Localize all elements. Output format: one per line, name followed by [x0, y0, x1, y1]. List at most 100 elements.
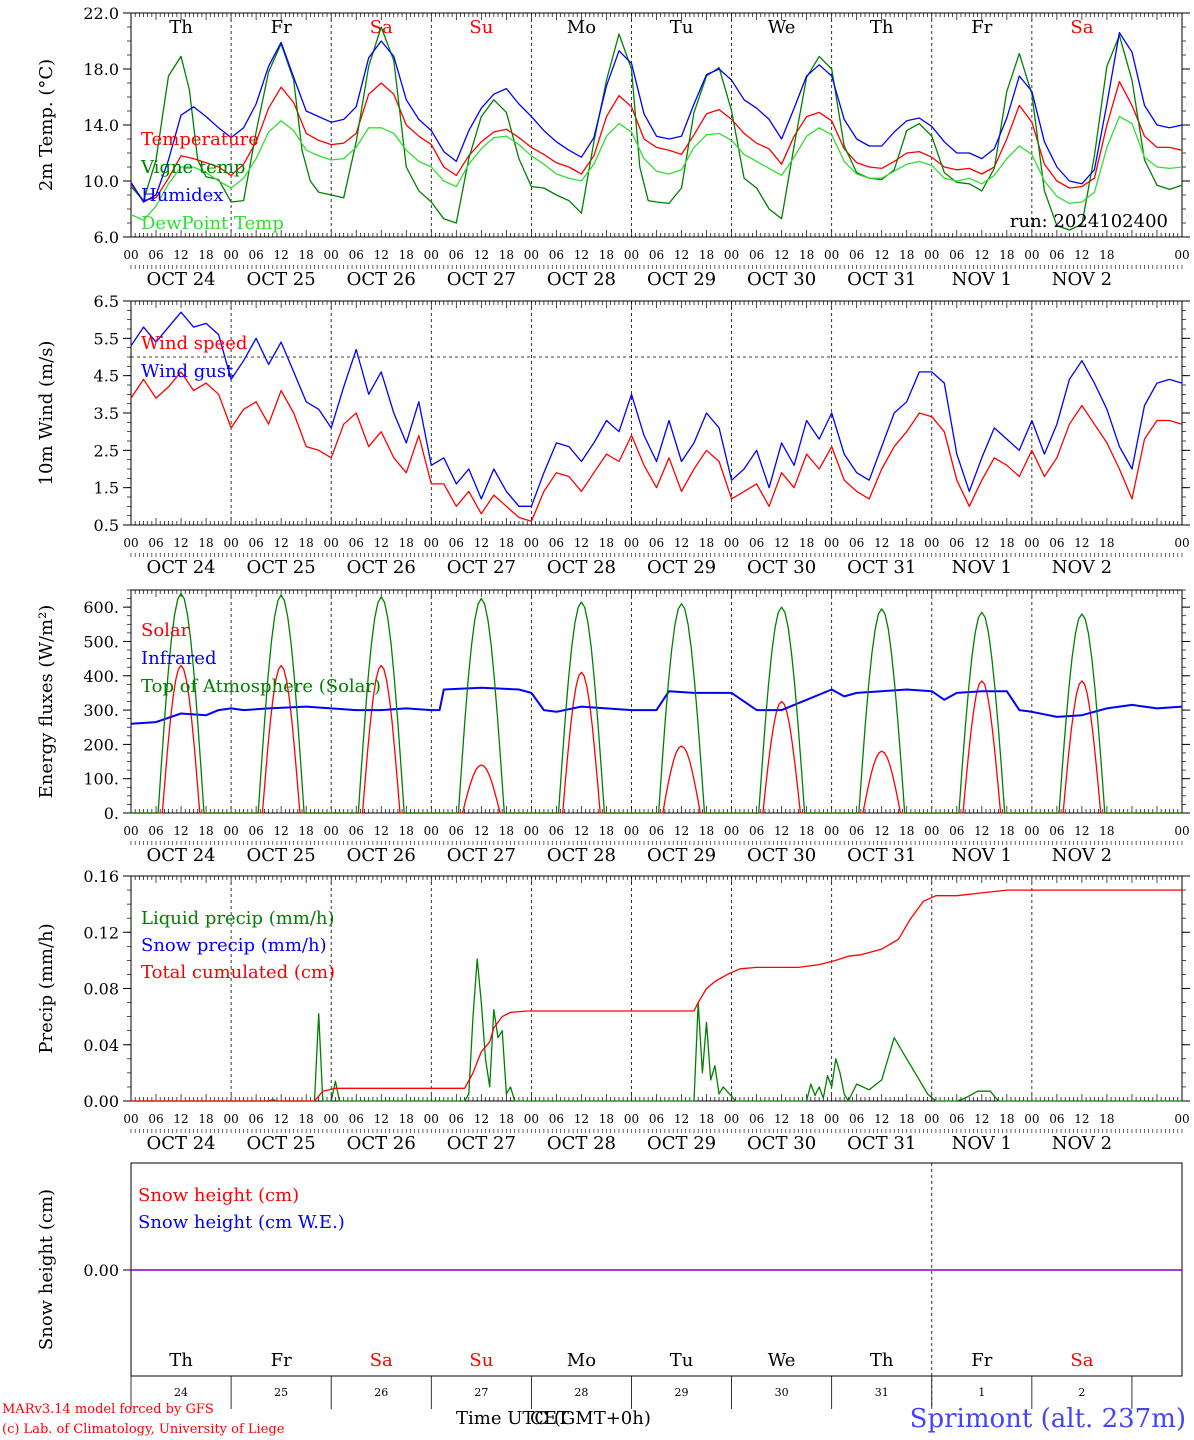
hour-tick-label: 00 — [624, 536, 639, 550]
hour-tick-label: 06 — [349, 1112, 364, 1126]
hour-tick-label: 06 — [849, 536, 864, 550]
date-tick-label: NOV 2 — [1052, 845, 1112, 866]
legend-entry: Wind gust — [141, 361, 234, 382]
hour-tick-label: 00 — [624, 1112, 639, 1126]
hour-tick-label: 00 — [524, 824, 539, 838]
hour-tick-label: 00 — [724, 1112, 739, 1126]
hour-tick-label: 18 — [599, 536, 614, 550]
legend-entry: Snow precip (mm/h) — [141, 935, 327, 956]
y-tick-label: 4.5 — [94, 367, 119, 386]
day-number-label: 24 — [174, 1386, 188, 1399]
date-tick-label: OCT 27 — [447, 557, 516, 578]
hour-tick-label: 18 — [1099, 1112, 1114, 1126]
date-tick-label: OCT 24 — [146, 269, 215, 290]
hour-tick-label: 00 — [924, 248, 939, 262]
hour-tick-label: 06 — [749, 1112, 764, 1126]
date-tick-label: OCT 28 — [547, 269, 616, 290]
day-number-label: 27 — [474, 1386, 488, 1399]
y-tick-label: 6.0 — [94, 228, 119, 247]
day-number-label: 29 — [675, 1386, 689, 1399]
hour-tick-label: 12 — [1074, 824, 1089, 838]
hour-tick-label: 06 — [1049, 248, 1064, 262]
hour-tick-label: 12 — [1074, 536, 1089, 550]
hour-tick-label: 18 — [399, 536, 414, 550]
hour-tick-label: 06 — [549, 1112, 564, 1126]
hour-tick-label: 00 — [324, 824, 339, 838]
hour-tick-label: 18 — [1099, 536, 1114, 550]
panel-5: Th 24 Fr 25 Sa 26 Su 27 Mo 28 Tu 29 We 30 Th 31 Fr 1 Sa 2 0.… — [36, 1162, 1183, 1409]
legend-entry: Vigne temp — [140, 157, 245, 178]
hour-tick-label: 06 — [148, 248, 163, 262]
weekday-label: Fr — [971, 1350, 992, 1371]
hour-tick-label: 12 — [274, 1112, 289, 1126]
hour-tick-label: 06 — [248, 824, 263, 838]
hour-tick-label: 06 — [549, 248, 564, 262]
date-tick-label: OCT 26 — [347, 557, 416, 578]
footer-model-line: MARv3.14 model forced by GFS — [2, 1402, 214, 1417]
hour-tick-label: 18 — [499, 536, 514, 550]
hour-tick-label: 00 — [924, 824, 939, 838]
hour-tick-label: 00 — [624, 248, 639, 262]
weekday-label: Th — [870, 1350, 894, 1371]
y-tick-label: 0.00 — [83, 1092, 119, 1111]
y-tick-label: 0.5 — [94, 516, 119, 535]
hour-tick-label: 12 — [374, 248, 389, 262]
hour-tick-label: 12 — [274, 536, 289, 550]
hour-tick-label: 18 — [999, 824, 1014, 838]
hour-tick-label: 06 — [349, 536, 364, 550]
legend-entry: Temperature — [141, 129, 259, 150]
date-tick-label: OCT 28 — [547, 1133, 616, 1154]
hour-tick-label: 00 — [1024, 824, 1039, 838]
hour-tick-label: 00 — [123, 824, 138, 838]
date-tick-label: OCT 26 — [347, 269, 416, 290]
hour-tick-label: 00 — [824, 536, 839, 550]
run-annotation: run: 2024102400 — [1010, 211, 1168, 232]
weekday-label: Fr — [971, 17, 992, 38]
series-line — [130, 311, 1183, 507]
hour-tick-label: 00 — [223, 536, 238, 550]
panel-1: 00 06 12 18 OCT 24 00 06 12 18 OCT 25 00 06 12 18 OCT … — [36, 4, 1190, 290]
series-line — [130, 115, 1183, 221]
hour-tick-label: 00 — [824, 1112, 839, 1126]
panel-2: 00 06 12 18 OCT 24 00 06 12 18 OCT 25 00 06 12 18 OCT … — [36, 292, 1190, 578]
weekday-label: Mo — [567, 17, 596, 38]
hour-tick-label: 06 — [849, 248, 864, 262]
date-tick-label: OCT 31 — [847, 269, 916, 290]
day-number-label: 2 — [1078, 1386, 1085, 1399]
hour-tick-label: 18 — [1099, 248, 1114, 262]
y-tick-label: 300. — [83, 701, 119, 720]
series-line — [130, 31, 1183, 203]
y-axis-label: Energy fluxes (W/m²) — [36, 605, 57, 799]
legend-entry: DewPoint Temp — [141, 213, 284, 234]
date-tick-label: OCT 30 — [747, 269, 816, 290]
y-axis-label: 2m Temp. (°C) — [36, 59, 57, 191]
series-line — [130, 26, 1183, 231]
hour-tick-label: 06 — [749, 536, 764, 550]
date-tick-label: OCT 31 — [847, 845, 916, 866]
hour-tick-label: 18 — [999, 248, 1014, 262]
day-number-label: 28 — [574, 1386, 588, 1399]
station-title: Sprimont (alt. 237m) — [910, 1404, 1186, 1434]
day-number-label: 25 — [274, 1386, 288, 1399]
y-axis-label: Snow height (cm) — [36, 1189, 57, 1350]
legend-entry: Humidex — [141, 185, 223, 206]
date-tick-label: OCT 30 — [747, 845, 816, 866]
series-line — [131, 958, 1182, 1102]
hour-tick-label: 12 — [874, 248, 889, 262]
y-tick-label: 2.5 — [94, 441, 119, 460]
series-line — [130, 686, 1183, 725]
hour-tick-label: 18 — [499, 1112, 514, 1126]
hour-tick-label: 18 — [799, 248, 814, 262]
hour-tick-label: 00 — [924, 536, 939, 550]
weekday-label: Th — [870, 17, 894, 38]
hour-tick-label: 18 — [399, 1112, 414, 1126]
y-axis-label: 10m Wind (m/s) — [36, 341, 57, 486]
panel-3: 00 06 12 18 OCT 24 00 06 12 18 OCT 25 00 06 12 18 OCT … — [36, 589, 1190, 866]
hour-tick-label: 00 — [123, 536, 138, 550]
hour-tick-label: 18 — [899, 536, 914, 550]
hour-tick-label: 18 — [999, 1112, 1014, 1126]
series-line — [130, 371, 1183, 522]
y-tick-label: 18.0 — [83, 60, 119, 79]
